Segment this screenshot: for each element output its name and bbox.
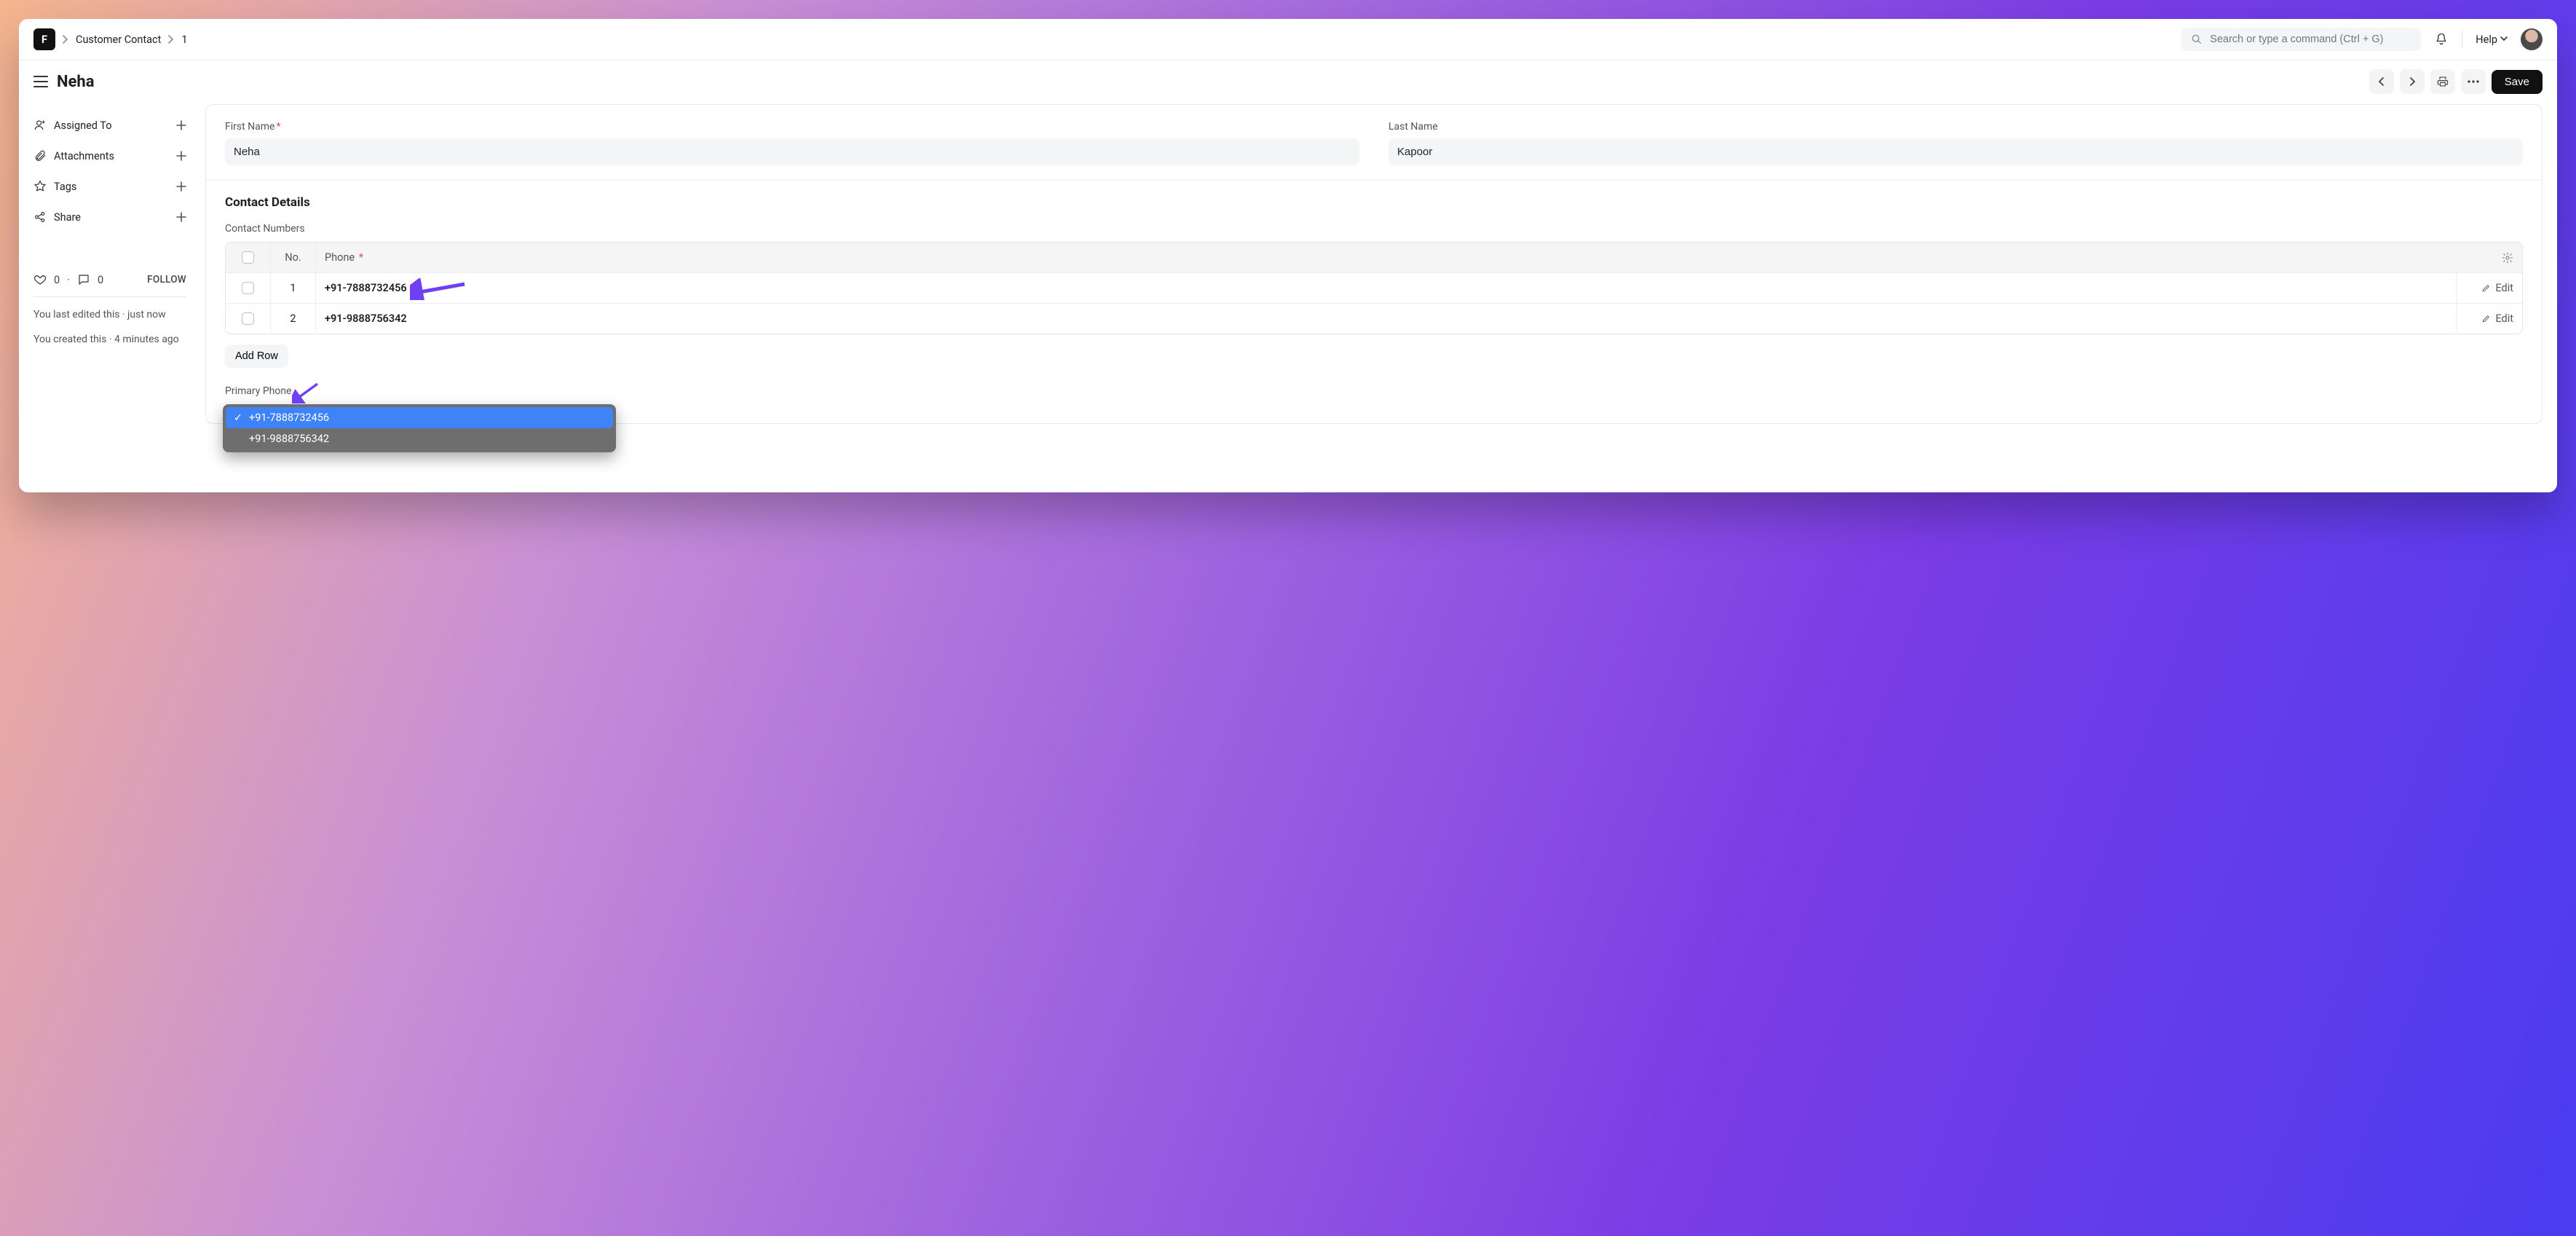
table-row: 2 +91-9888756342 Edit <box>226 303 2522 334</box>
row-phone[interactable]: +91-7888732456 <box>316 273 2457 303</box>
sidebar-item-label: Tags <box>54 181 76 193</box>
gear-icon[interactable] <box>2502 252 2513 264</box>
help-menu[interactable]: Help <box>2476 34 2508 46</box>
avatar[interactable] <box>2521 28 2543 50</box>
share-icon <box>33 210 47 224</box>
contact-numbers-label: Contact Numbers <box>225 223 2523 235</box>
more-button[interactable] <box>2461 69 2486 94</box>
sidebar-item-label: Assigned To <box>54 119 112 132</box>
chevron-right-icon <box>63 35 68 44</box>
next-button[interactable] <box>2400 69 2425 94</box>
help-label: Help <box>2476 34 2497 46</box>
row-phone[interactable]: +91-9888756342 <box>316 304 2457 334</box>
option-label: +91-7888732456 <box>249 412 329 424</box>
breadcrumb-item[interactable]: 1 <box>181 34 187 46</box>
option-label: +91-9888756342 <box>249 433 329 445</box>
plus-icon <box>176 151 186 161</box>
follow-button[interactable]: FOLLOW <box>147 274 186 286</box>
edit-label: Edit <box>2495 282 2513 294</box>
plus-icon <box>176 181 186 192</box>
primary-phone-dropdown[interactable]: ✓ +91-7888732456 +91-9888756342 <box>223 404 616 452</box>
select-all-checkbox[interactable] <box>242 251 254 264</box>
comment-count: 0 <box>98 274 103 286</box>
titlebar: Neha Save <box>19 60 2557 104</box>
topbar: F Customer Contact 1 Help <box>19 19 2557 60</box>
col-no: No. <box>271 243 316 272</box>
app-window: F Customer Contact 1 Help <box>19 19 2557 492</box>
last-name-label: Last Name <box>1388 121 2523 133</box>
print-button[interactable] <box>2430 69 2455 94</box>
app-logo[interactable]: F <box>33 28 55 50</box>
row-checkbox[interactable] <box>242 312 254 325</box>
label-text: First Name <box>225 121 274 133</box>
table-header: No. Phone * <box>226 243 2522 272</box>
breadcrumb-item[interactable]: Customer Contact <box>76 34 161 46</box>
save-button[interactable]: Save <box>2492 70 2543 94</box>
edit-label: Edit <box>2495 312 2513 325</box>
bell-icon[interactable] <box>2434 32 2449 47</box>
last-name-input[interactable] <box>1388 138 2523 165</box>
star-icon <box>33 180 47 193</box>
add-row-button[interactable]: Add Row <box>225 345 288 368</box>
history-created: You created this · 4 minutes ago <box>33 332 186 348</box>
sidebar-item-assigned-to[interactable]: Assigned To <box>33 110 186 141</box>
dropdown-option[interactable]: +91-9888756342 <box>226 428 613 449</box>
like-count: 0 <box>54 274 60 286</box>
plus-icon <box>176 212 186 222</box>
comment-icon[interactable] <box>77 273 90 286</box>
required-indicator: * <box>356 251 363 264</box>
edit-button[interactable]: Edit <box>2457 304 2522 334</box>
heart-icon[interactable] <box>33 273 47 286</box>
pencil-icon <box>2481 283 2491 293</box>
chevron-down-icon <box>2500 36 2508 42</box>
section-title: Contact Details <box>225 195 2523 210</box>
user-plus-icon <box>33 119 47 132</box>
sidebar: Assigned To Attachments Tags <box>33 104 186 424</box>
page-title: Neha <box>57 73 95 91</box>
dropdown-option[interactable]: ✓ +91-7888732456 <box>226 407 613 428</box>
search-icon <box>2191 34 2202 45</box>
plus-icon <box>176 120 186 130</box>
label-text: Phone <box>325 251 355 264</box>
row-no: 1 <box>271 273 316 303</box>
paperclip-icon <box>33 149 47 162</box>
sidebar-item-tags[interactable]: Tags <box>33 171 186 202</box>
sidebar-item-label: Share <box>54 211 81 224</box>
history: You last edited this · just now You crea… <box>33 307 186 347</box>
sidebar-item-attachments[interactable]: Attachments <box>33 141 186 171</box>
col-phone: Phone * <box>316 243 2457 272</box>
row-no: 2 <box>271 304 316 334</box>
check-icon: ✓ <box>233 412 243 424</box>
menu-toggle[interactable] <box>33 76 48 87</box>
table-row: 1 +91-7888732456 Edit <box>226 272 2522 303</box>
primary-phone-label: Primary Phone <box>225 385 625 397</box>
search-box[interactable] <box>2181 28 2421 51</box>
row-checkbox[interactable] <box>242 282 254 294</box>
history-edited: You last edited this · just now <box>33 307 186 323</box>
search-input[interactable] <box>2210 34 2411 45</box>
prev-button[interactable] <box>2369 69 2394 94</box>
main-panel: First Name* Last Name Contact Details Co… <box>205 104 2543 424</box>
chevron-right-icon <box>168 35 174 44</box>
first-name-label: First Name* <box>225 121 1359 133</box>
dot-separator: · <box>67 274 70 286</box>
edit-button[interactable]: Edit <box>2457 273 2522 303</box>
reactions: 0 · 0 FOLLOW <box>33 273 186 297</box>
first-name-input[interactable] <box>225 138 1359 165</box>
pencil-icon <box>2481 314 2491 323</box>
required-indicator: * <box>276 121 280 133</box>
sidebar-item-label: Attachments <box>54 150 114 162</box>
contact-numbers-table: No. Phone * 1 +91-788873245 <box>225 242 2523 334</box>
sidebar-item-share[interactable]: Share <box>33 202 186 232</box>
